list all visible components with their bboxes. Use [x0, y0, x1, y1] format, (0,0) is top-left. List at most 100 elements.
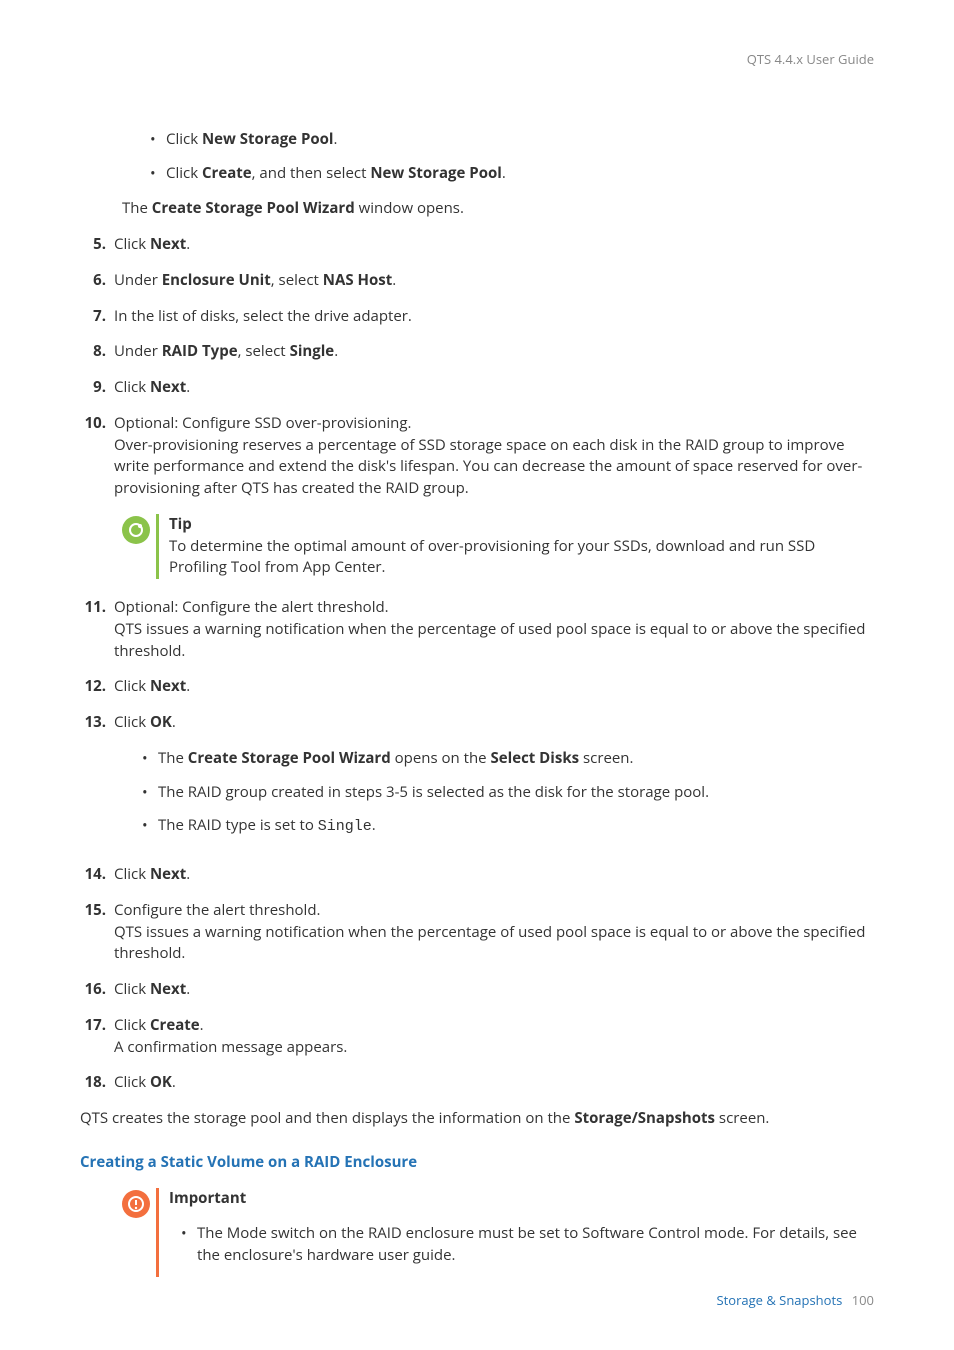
step-body: Configure the alert threshold. QTS issue…: [114, 900, 874, 965]
step-body: Click OK.: [114, 1072, 874, 1094]
steps-list: 5. Click Next. 6. Under Enclosure Unit, …: [80, 234, 874, 500]
text: .: [172, 712, 176, 732]
text: Under: [114, 341, 162, 361]
step-12: 12. Click Next.: [80, 676, 874, 698]
step-line: QTS issues a warning notification when t…: [114, 619, 874, 663]
text: Click: [114, 712, 150, 732]
step-number: 14.: [80, 864, 114, 886]
important-bullet: The Mode switch on the RAID enclosure mu…: [181, 1223, 874, 1267]
step-14: 14. Click Next.: [80, 864, 874, 886]
text: .: [334, 129, 338, 149]
step-8: 8. Under RAID Type, select Single.: [80, 341, 874, 363]
bold: Next: [150, 979, 186, 999]
step-body: Under Enclosure Unit, select NAS Host.: [114, 270, 874, 292]
tip-box: Tip To determine the optimal amount of o…: [122, 514, 874, 579]
step-number: 15.: [80, 900, 114, 965]
tip-body: To determine the optimal amount of over-…: [169, 536, 874, 580]
text: .: [172, 1072, 176, 1092]
text: Click: [114, 1072, 150, 1092]
important-icon: [122, 1190, 150, 1218]
page-footer: Storage & Snapshots 100: [716, 1291, 874, 1310]
step-16: 16. Click Next.: [80, 979, 874, 1001]
bold: OK: [150, 712, 172, 732]
steps-list-cont: 11. Optional: Configure the alert thresh…: [80, 597, 874, 1094]
intro-result-line: The Create Storage Pool Wizard window op…: [122, 198, 874, 220]
text: Click: [114, 979, 150, 999]
bold: Create Storage Pool Wizard: [188, 748, 391, 768]
step-18: 18. Click OK.: [80, 1072, 874, 1094]
footer-page-number: 100: [852, 1291, 874, 1309]
step-number: 18.: [80, 1072, 114, 1094]
text: .: [186, 234, 190, 254]
tip-title: Tip: [169, 514, 874, 536]
mono-text: Single: [318, 818, 372, 835]
step-body: Click Next.: [114, 979, 874, 1001]
tip-content: Tip To determine the optimal amount of o…: [156, 514, 874, 579]
step-number: 11.: [80, 597, 114, 662]
bold: Storage/Snapshots: [574, 1108, 715, 1128]
bold: Next: [150, 864, 186, 884]
important-title: Important: [169, 1188, 874, 1210]
text: The: [122, 198, 152, 218]
step-body: Click Next.: [114, 234, 874, 256]
step-13-sublist: The Create Storage Pool Wizard opens on …: [114, 748, 874, 838]
text: Click: [114, 676, 150, 696]
important-content: Important The Mode switch on the RAID en…: [156, 1188, 874, 1277]
step-body: Click OK. The Create Storage Pool Wizard…: [114, 712, 874, 850]
important-box: Important The Mode switch on the RAID en…: [122, 1188, 874, 1277]
bold: NAS Host: [323, 270, 392, 290]
step-line: A confirmation message appears.: [114, 1037, 874, 1059]
step-body: Optional: Configure SSD over-provisionin…: [114, 413, 874, 500]
step-17: 17. Click Create. A confirmation message…: [80, 1015, 874, 1059]
step-body: Click Next.: [114, 676, 874, 698]
bold: Next: [150, 234, 186, 254]
text: , select: [238, 341, 290, 361]
section-heading: Creating a Static Volume on a RAID Enclo…: [80, 1152, 874, 1174]
text: .: [186, 979, 190, 999]
step-line: Optional: Configure SSD over-provisionin…: [114, 413, 874, 435]
step-number: 10.: [80, 413, 114, 500]
bold: Next: [150, 676, 186, 696]
step-number: 5.: [80, 234, 114, 256]
intro-bullet-1: Click New Storage Pool.: [150, 129, 874, 151]
text: .: [334, 341, 338, 361]
bold: Single: [290, 341, 335, 361]
text: The RAID type is set to: [158, 815, 318, 835]
bold: Create: [202, 163, 252, 183]
text: QTS creates the storage pool and then di…: [80, 1108, 574, 1128]
text: , select: [271, 270, 323, 290]
text: Click: [114, 377, 150, 397]
text: opens on the: [391, 748, 491, 768]
step-7: 7. In the list of disks, select the driv…: [80, 306, 874, 328]
tip-icon: [122, 516, 150, 544]
text: Click: [166, 163, 202, 183]
list-item: The RAID group created in steps 3-5 is s…: [142, 782, 874, 804]
text: Click: [114, 234, 150, 254]
text: .: [372, 815, 376, 835]
bold: Select Disks: [491, 748, 580, 768]
step-number: 9.: [80, 377, 114, 399]
step-body: Click Next.: [114, 377, 874, 399]
text: .: [200, 1015, 204, 1035]
text: .: [502, 163, 506, 183]
text: , and then select: [252, 163, 371, 183]
step-5: 5. Click Next.: [80, 234, 874, 256]
step-line: Configure the alert threshold.: [114, 900, 874, 922]
bold: Create: [150, 1015, 200, 1035]
bold: Enclosure Unit: [162, 270, 271, 290]
step-line: QTS issues a warning notification when t…: [114, 922, 874, 966]
intro-bullet-2: Click Create, and then select New Storag…: [150, 163, 874, 185]
text: Click: [166, 129, 202, 149]
text: The: [158, 748, 188, 768]
header-guide-title: QTS 4.4.x User Guide: [80, 50, 874, 69]
step-9: 9. Click Next.: [80, 377, 874, 399]
intro-bullets: Click New Storage Pool. Click Create, an…: [150, 129, 874, 185]
list-item: The RAID type is set to Single.: [142, 815, 874, 838]
step-number: 7.: [80, 306, 114, 328]
text: screen.: [715, 1108, 769, 1128]
footer-section: Storage & Snapshots: [716, 1291, 842, 1309]
bold: Create Storage Pool Wizard: [152, 198, 355, 218]
step-number: 8.: [80, 341, 114, 363]
step-11: 11. Optional: Configure the alert thresh…: [80, 597, 874, 662]
text: .: [186, 377, 190, 397]
